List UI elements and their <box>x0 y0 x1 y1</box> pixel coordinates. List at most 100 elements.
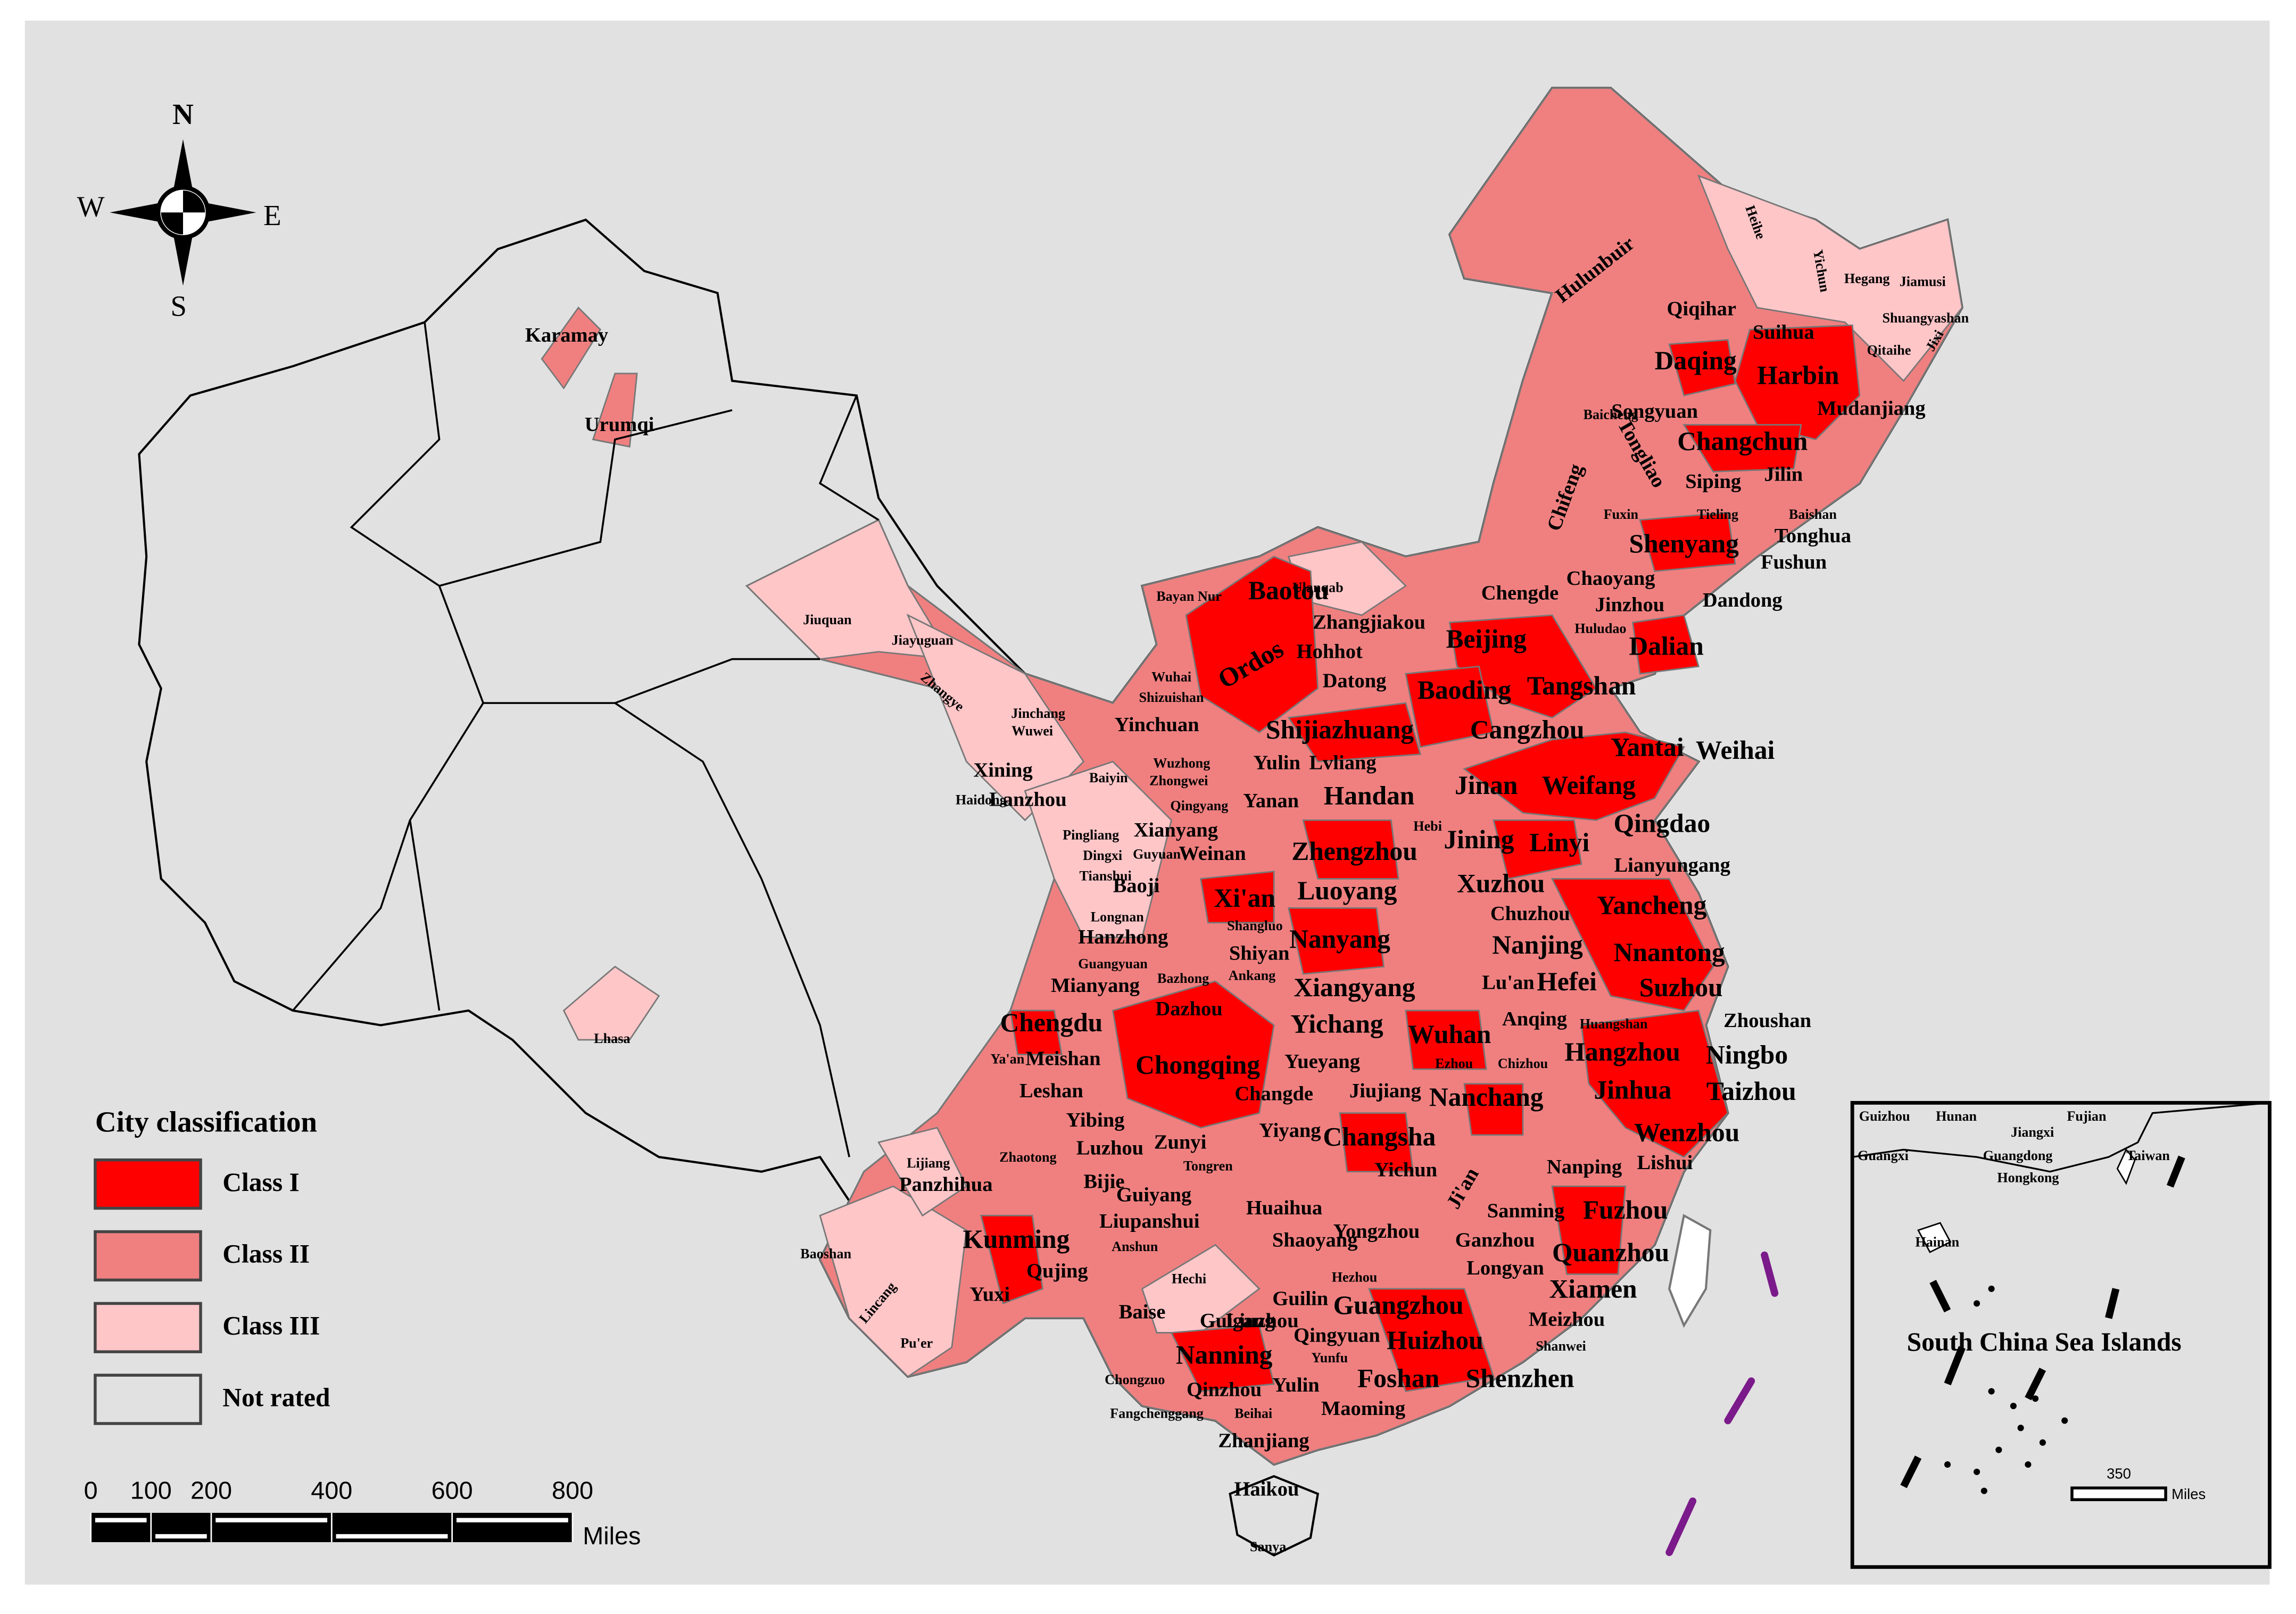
city-label: Chongzuo <box>1105 1372 1165 1387</box>
nine-dash-segment <box>1761 1251 1779 1297</box>
city-label: Tianshui <box>1080 868 1132 884</box>
city-label: Yunfu <box>1311 1350 1348 1365</box>
city-label: Luoyang <box>1297 876 1397 905</box>
city-label: Weinan <box>1179 842 1246 865</box>
inset-label: Guangxi <box>1858 1148 1909 1163</box>
inset-map: Guizhou Hunan Jiangxi Fujian Guangxi Guangdon… <box>1850 1100 2272 1569</box>
city-label: Shangluo <box>1227 918 1283 933</box>
scale-tick-label: 0 <box>84 1477 98 1504</box>
inset-label: Guangdong <box>1983 1148 2053 1163</box>
scale-tick-label: 800 <box>552 1477 593 1504</box>
city-label: Datong <box>1323 669 1387 692</box>
city-label: Zhangjiakou <box>1313 611 1425 633</box>
class-iii-area-yunnan-west <box>819 1185 967 1378</box>
city-label: Hegang <box>1844 271 1890 286</box>
city-label: Yulin <box>1272 1374 1320 1396</box>
city-label: Wenzhou <box>1634 1118 1739 1147</box>
class-i-area-jining-linyi <box>1493 819 1582 880</box>
inset-dash <box>1944 1346 1966 1386</box>
city-label: Mianyang <box>1051 974 1140 997</box>
compass-west: W <box>77 190 105 222</box>
class-i-area-nanyang <box>1287 907 1385 975</box>
class-i-area-guangzhou-shenzhen <box>1368 1288 1495 1393</box>
city-label: Beihai <box>1234 1406 1272 1421</box>
city-label: Zhoushan <box>1723 1009 1811 1032</box>
city-label: Changsha <box>1323 1122 1436 1152</box>
city-label: Shenyang <box>1629 529 1739 558</box>
city-label: Guangzhou <box>1333 1290 1464 1320</box>
class-i-area-ordos-baotou <box>1185 556 1319 733</box>
class-i-area-changsha <box>1339 1112 1414 1173</box>
city-label: Cangzhou <box>1470 715 1585 744</box>
city-label: Tongren <box>1183 1158 1233 1173</box>
city-label: Pu'er <box>900 1335 933 1351</box>
class-iii-area-heilongjiang-east <box>1697 175 1963 382</box>
class-iii-area-lijiang <box>877 1127 968 1217</box>
inset-label: Taiwan <box>2126 1148 2170 1163</box>
scale-bar: 0 100 200 400 600 800 Miles <box>84 1477 641 1550</box>
city-label: Ezhou <box>1435 1056 1473 1071</box>
city-label: Longnan <box>1091 909 1145 925</box>
city-label: Panzhihua <box>899 1173 993 1196</box>
city-label: Weifang <box>1542 771 1636 800</box>
scale-tick-label: 200 <box>190 1477 232 1504</box>
city-label: Kunming <box>963 1224 1070 1254</box>
city-label: Baise <box>1119 1301 1166 1323</box>
city-label: Jinan <box>1455 771 1518 800</box>
city-label: Anqing <box>1502 1008 1567 1030</box>
city-label: Yichun <box>1374 1159 1437 1181</box>
inset-label: Jiangxi <box>2011 1124 2054 1140</box>
class-i-area-daqing <box>1668 339 1736 396</box>
city-label: Guyuan <box>1133 846 1181 862</box>
city-label: Wuwei <box>1012 723 1053 739</box>
city-label: Yantai <box>1611 733 1684 762</box>
city-label: Hanzhong <box>1078 926 1168 948</box>
class-iii-area-gansu <box>906 614 1085 822</box>
city-label: Nanping <box>1547 1156 1622 1178</box>
city-label: Lishui <box>1637 1152 1693 1174</box>
urumqi-area <box>592 373 638 448</box>
legend-swatch <box>94 1302 202 1353</box>
city-label: Jiuquan <box>803 612 852 627</box>
class-i-area-xian <box>1199 871 1275 924</box>
city-label: Zhanjiang <box>1218 1430 1309 1452</box>
city-label: Songyuan <box>1611 400 1698 423</box>
city-label: Yulin <box>1253 752 1300 774</box>
city-label: Fuzhou <box>1583 1195 1668 1224</box>
inset-label: Hongkong <box>1997 1170 2059 1185</box>
city-label: Huludao <box>1574 621 1626 636</box>
inset-label: Hainan <box>1915 1235 1959 1250</box>
city-label: Ningbo <box>1706 1040 1788 1069</box>
city-label: Yiyang <box>1259 1119 1321 1141</box>
city-label: Zhengzhou <box>1291 837 1418 866</box>
city-label: Shanwei <box>1536 1338 1586 1354</box>
city-label: Chuzhou <box>1490 903 1570 925</box>
city-label: Wuzhong <box>1153 756 1210 771</box>
city-label: Quanzhou <box>1552 1238 1669 1267</box>
class-i-area-shandong <box>1462 731 1685 821</box>
city-label: Bijie <box>1083 1171 1124 1193</box>
inset-island <box>2010 1402 2017 1410</box>
inset-scale-unit: Miles <box>2171 1486 2206 1502</box>
city-label: Dandong <box>1703 589 1783 611</box>
inset-island <box>2017 1425 2024 1431</box>
city-label: Guiyang <box>1116 1183 1191 1206</box>
inset-island <box>2025 1461 2032 1468</box>
city-label: Maoming <box>1321 1397 1405 1420</box>
inset-island <box>1974 1300 1980 1307</box>
inset-island <box>1988 1285 1995 1292</box>
city-label: Anshun <box>1112 1239 1158 1254</box>
inset-dash <box>1929 1280 1951 1313</box>
class-i-area-beijing-tangshan <box>1448 614 1597 719</box>
class-i-area-kunming <box>980 1214 1043 1305</box>
legend: City classification Class I Class II Class… <box>94 1105 330 1425</box>
inset-dash <box>2105 1288 2120 1319</box>
city-label: Dazhou <box>1155 998 1222 1020</box>
class-i-area-changchun <box>1682 424 1802 473</box>
class-i-area-nanchang <box>1463 1083 1524 1136</box>
city-label: Xining <box>973 759 1032 781</box>
inset-island <box>1995 1446 2002 1453</box>
class-iii-area-guangxi-west <box>1141 1244 1261 1334</box>
city-label: Yanan <box>1243 790 1299 812</box>
city-label: Jinhua <box>1594 1075 1671 1104</box>
